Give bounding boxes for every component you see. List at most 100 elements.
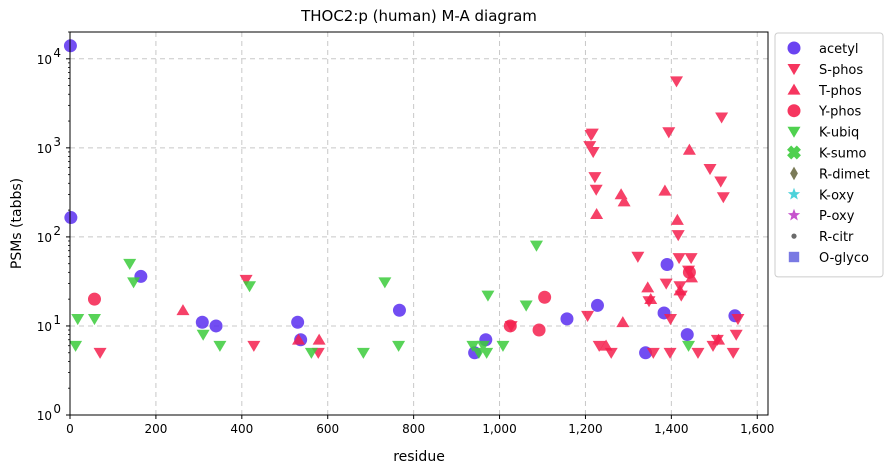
- k-ubiq-point: [480, 347, 494, 359]
- t-phos-point: [617, 195, 631, 207]
- k-ubiq-point: [356, 347, 370, 359]
- legend-k-ubiq-item: K-ubiq: [787, 126, 859, 141]
- series-s-phos: [93, 76, 745, 359]
- s-phos-point: [672, 253, 686, 265]
- t-phos-point: [670, 213, 684, 225]
- series-k-ubiq: [69, 240, 696, 359]
- s-phos-point: [588, 172, 602, 184]
- legend-k-ubiq-marker: [787, 126, 801, 138]
- y-tick-label: 10: [37, 231, 52, 245]
- legend-t-phos-item: T-phos: [787, 83, 862, 99]
- k-ubiq-point: [682, 340, 696, 352]
- y-tick-exponent: 0: [53, 402, 61, 416]
- legend-r-citr-label: R-citr: [819, 230, 854, 245]
- s-phos-point: [715, 112, 729, 124]
- legend: acetyl S-phos T-phos Y-phos K-ubiq K-sumo R-di…: [774, 32, 884, 278]
- y-tick-exponent: 4: [53, 46, 61, 60]
- y-tick-exponent: 3: [53, 135, 61, 149]
- k-ubiq-point: [71, 314, 85, 326]
- plot-frame: [69, 31, 769, 416]
- legend-t-phos-marker: [787, 83, 801, 95]
- x-tick-label: 200: [144, 422, 167, 436]
- s-phos-point: [581, 310, 595, 322]
- t-phos-point: [682, 143, 696, 155]
- y-tick-label: 10: [37, 53, 52, 67]
- legend-k-ubiq-label: K-ubiq: [819, 126, 859, 141]
- s-phos-point: [670, 76, 684, 88]
- legend-acetyl-label: acetyl: [819, 42, 859, 57]
- legend-y-phos-marker: [787, 104, 801, 118]
- x-tick-label: 600: [316, 422, 339, 436]
- s-phos-point: [729, 329, 743, 341]
- s-phos-point: [663, 314, 677, 326]
- k-ubiq-point: [519, 300, 533, 312]
- acetyl-point: [392, 303, 406, 317]
- s-phos-point: [589, 184, 603, 196]
- k-ubiq-point: [87, 314, 101, 326]
- t-phos-point: [599, 339, 613, 351]
- s-phos-point: [684, 253, 698, 265]
- legend-r-dimet-marker: [790, 166, 798, 181]
- k-ubiq-point: [529, 240, 543, 252]
- legend-p-oxy-item: P-oxy: [787, 208, 855, 224]
- s-phos-point: [659, 278, 673, 290]
- legend-s-phos-label: S-phos: [819, 63, 863, 78]
- legend-s-phos-marker: [787, 64, 801, 76]
- y-phos-point: [503, 319, 517, 333]
- s-phos-point: [671, 230, 685, 242]
- s-phos-point: [714, 176, 728, 188]
- t-phos-point: [614, 188, 628, 200]
- y-tick-label: 10: [37, 409, 52, 423]
- y-tick-label: 10: [37, 320, 52, 334]
- t-phos-point: [292, 333, 306, 345]
- x-axis: 0 200 400 600 800 1,000 1,200 1,400 1,600: [66, 415, 774, 436]
- s-phos-point: [731, 314, 745, 326]
- t-phos-point: [312, 333, 326, 345]
- acetyl-point: [291, 315, 305, 329]
- legend-acetyl-marker: [787, 41, 801, 55]
- series-acetyl: [63, 39, 742, 360]
- t-phos-point: [712, 333, 726, 345]
- s-phos-point: [585, 128, 599, 140]
- x-axis-title: residue: [393, 449, 445, 465]
- s-phos-point: [716, 192, 730, 204]
- x-tick-label: 800: [402, 422, 425, 436]
- s-phos-point: [592, 340, 606, 352]
- t-phos-point: [176, 304, 190, 316]
- acetyl-point: [209, 319, 223, 333]
- y-phos-point: [538, 290, 552, 304]
- k-ubiq-point: [378, 277, 392, 289]
- k-ubiq-point: [481, 290, 495, 302]
- k-ubiq-point: [466, 340, 480, 352]
- legend-s-phos-item: S-phos: [787, 63, 863, 78]
- s-phos-point: [662, 127, 676, 139]
- acetyl-point: [660, 257, 674, 271]
- legend-box: [774, 32, 884, 278]
- legend-k-sumo-marker: [787, 145, 801, 160]
- legend-k-oxy-label: K-oxy: [819, 188, 854, 203]
- y-phos-point: [532, 323, 546, 337]
- x-tick-label: 1,200: [568, 422, 602, 436]
- legend-o-glyco-item: O-glyco: [788, 251, 869, 266]
- k-ubiq-point: [213, 340, 227, 352]
- k-ubiq-point: [69, 340, 83, 352]
- k-ubiq-point: [123, 258, 137, 270]
- legend-k-oxy-marker: [787, 187, 801, 200]
- y-axis-title: PSMs (tabbs): [9, 178, 25, 269]
- s-phos-point: [583, 141, 597, 153]
- k-ubiq-point: [127, 277, 141, 289]
- t-phos-point: [590, 207, 604, 220]
- series-t-phos: [176, 143, 726, 351]
- s-phos-point: [631, 251, 645, 263]
- x-tick-label: 1,000: [482, 422, 516, 436]
- acetyl-point: [560, 312, 574, 326]
- t-phos-point: [616, 316, 630, 328]
- k-ubiq-point: [243, 281, 257, 293]
- chart-title: THOC2:p (human) M-A diagram: [300, 7, 537, 25]
- legend-k-oxy-item: K-oxy: [787, 187, 854, 203]
- legend-r-dimet-item: R-dimet: [790, 166, 870, 182]
- s-phos-point: [663, 347, 677, 359]
- x-tick-label: 1,600: [740, 422, 774, 436]
- x-tick-label: 400: [230, 422, 253, 436]
